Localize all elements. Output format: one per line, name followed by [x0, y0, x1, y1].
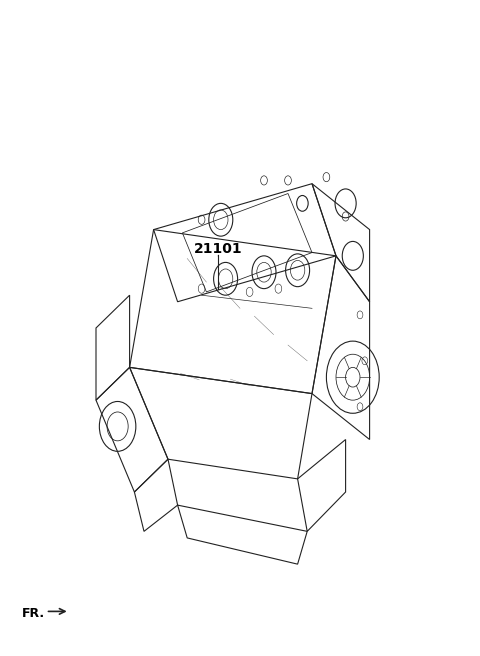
Text: FR.: FR.: [22, 607, 45, 620]
Text: 21101: 21101: [194, 241, 243, 256]
